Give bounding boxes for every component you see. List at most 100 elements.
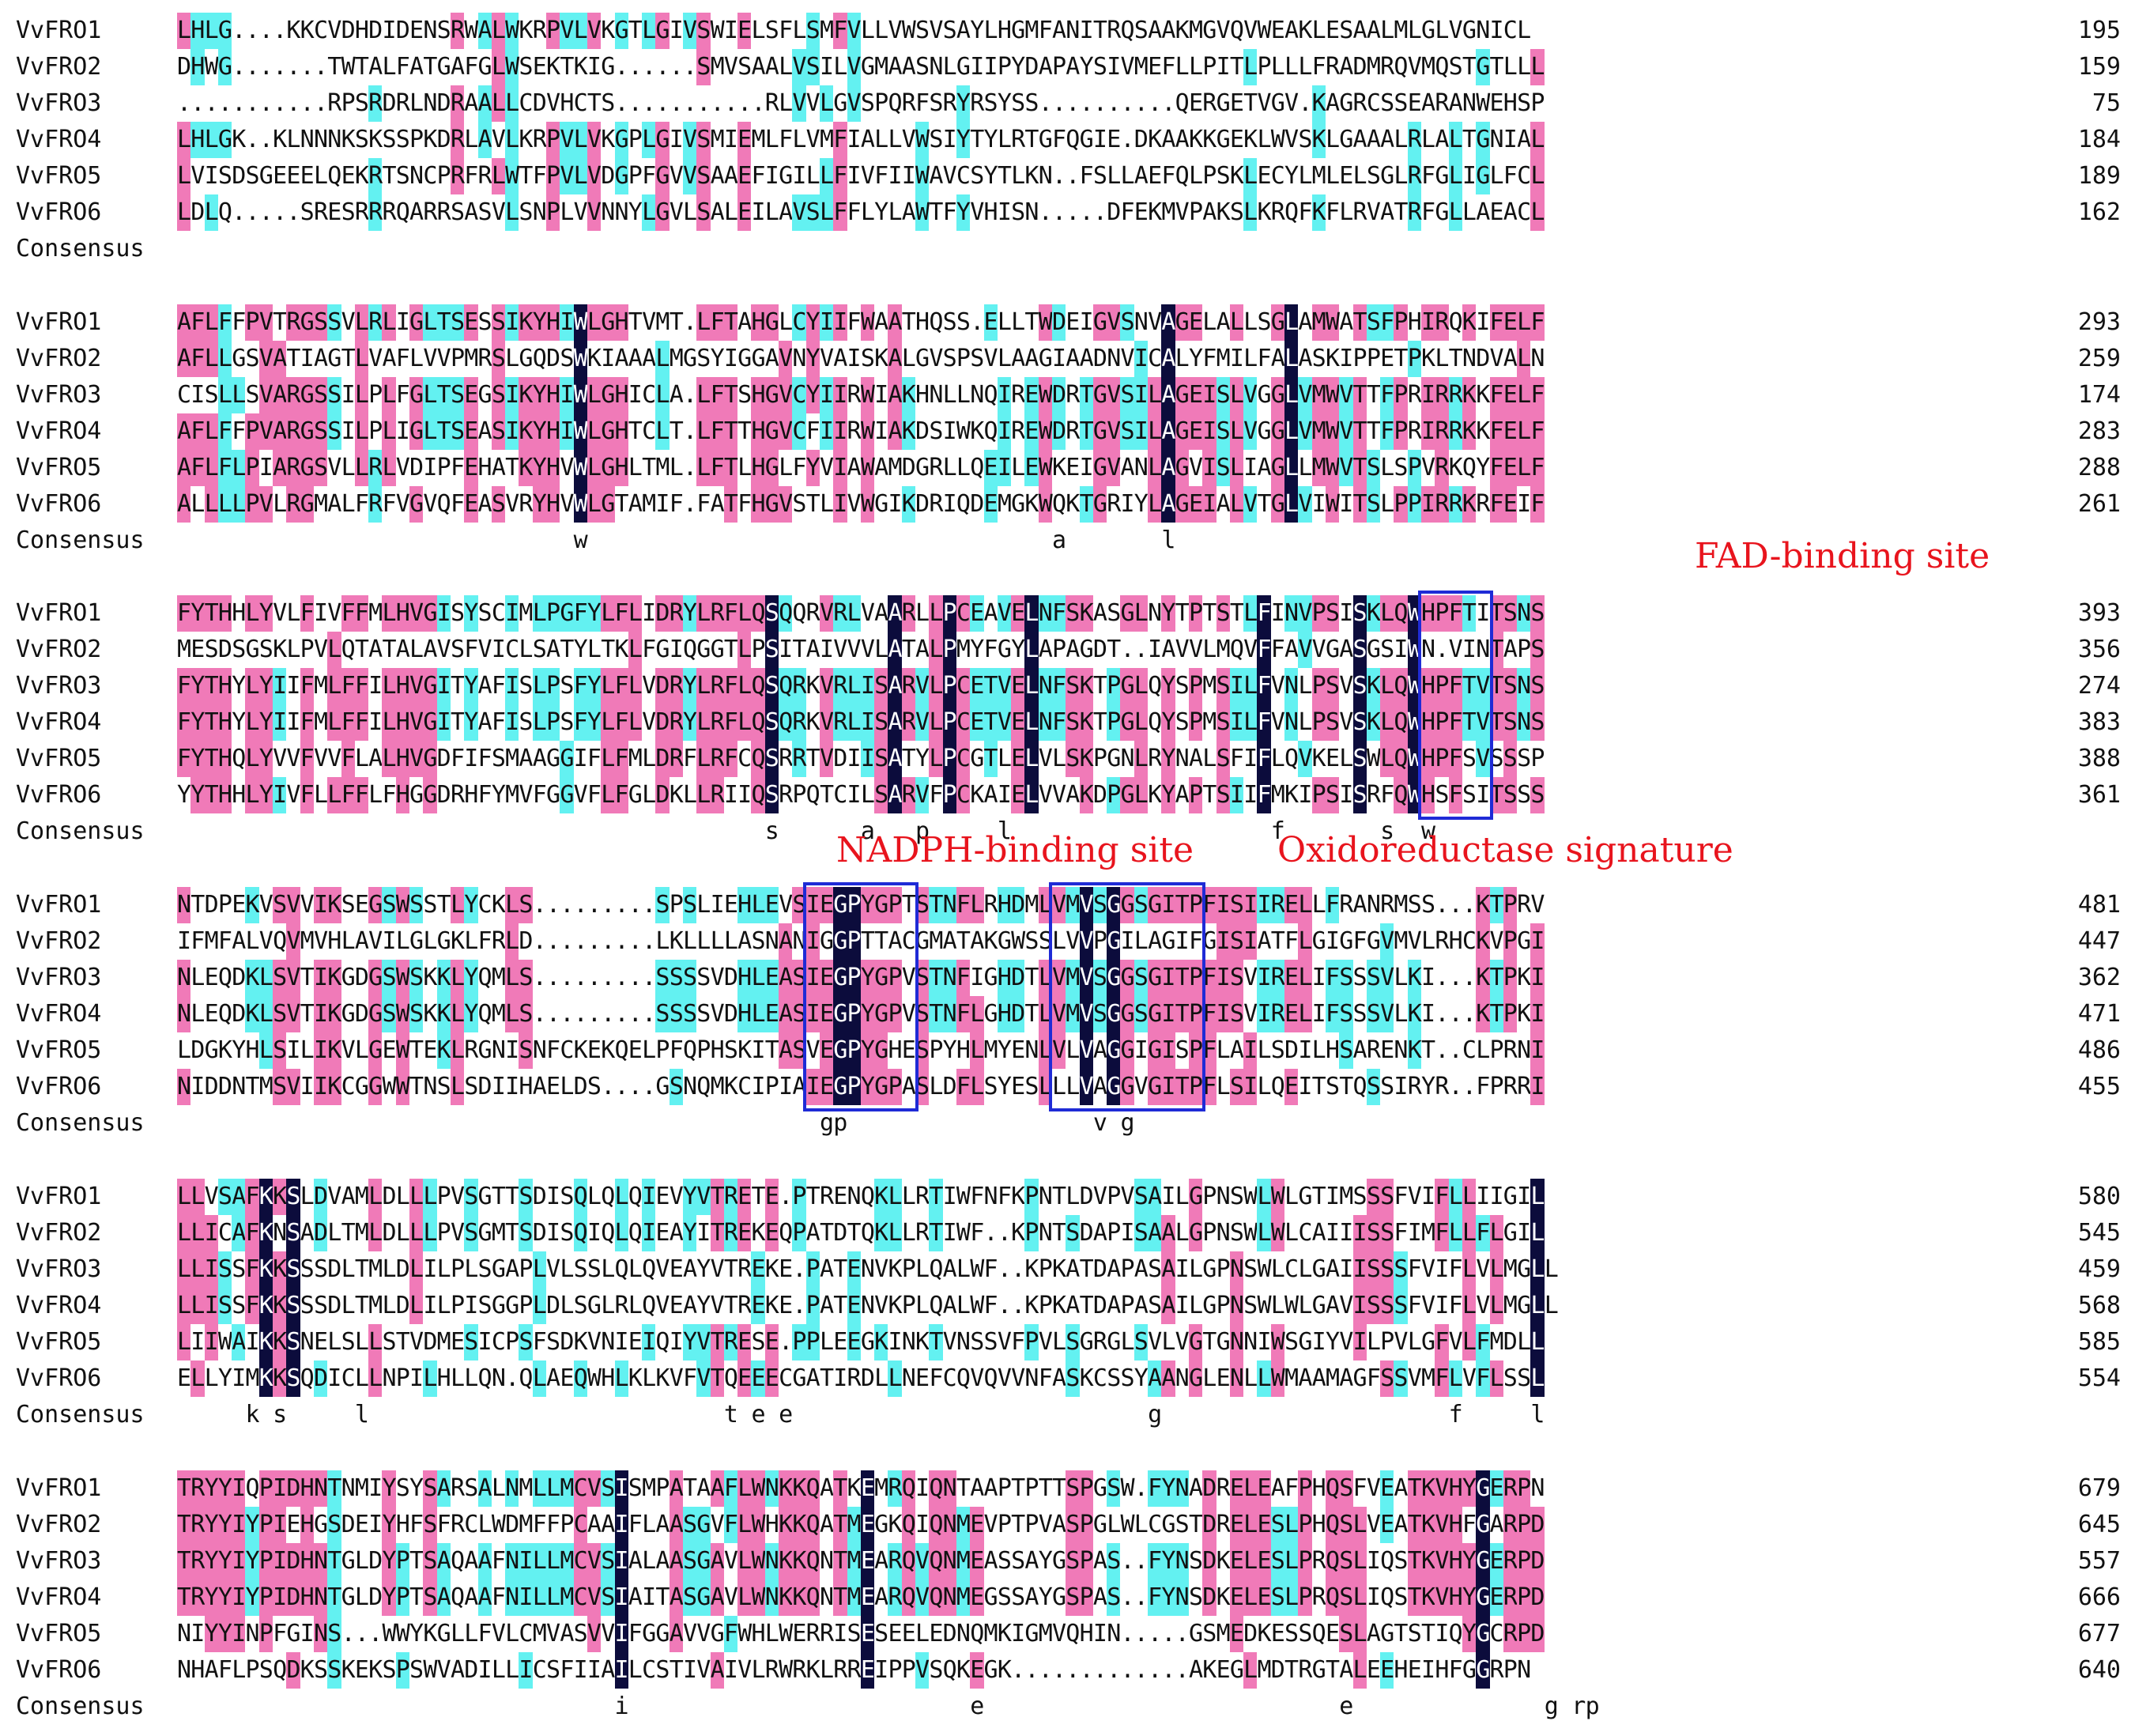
residue: A bbox=[819, 1511, 835, 1538]
residue: W bbox=[860, 486, 875, 523]
residue: P bbox=[1503, 887, 1518, 923]
residue: F bbox=[532, 781, 547, 809]
residue: G bbox=[436, 927, 451, 955]
residue: S bbox=[737, 381, 753, 409]
residue: F bbox=[956, 960, 971, 996]
sequence-name: VvFRO2 bbox=[16, 1511, 102, 1538]
residue: E bbox=[1216, 1656, 1231, 1684]
residue: R bbox=[477, 345, 492, 372]
residue: L bbox=[1462, 1215, 1477, 1251]
residue: A bbox=[409, 198, 424, 226]
residue: I bbox=[258, 454, 273, 481]
residue: R bbox=[450, 1474, 465, 1502]
residue: P bbox=[1202, 53, 1217, 81]
residue: R bbox=[395, 89, 410, 117]
consensus-residue bbox=[478, 1689, 492, 1725]
residue: S bbox=[519, 198, 534, 226]
residue: . bbox=[779, 1328, 794, 1356]
residue: . bbox=[1435, 1036, 1450, 1064]
residue: V bbox=[1175, 636, 1190, 663]
residue: E bbox=[464, 413, 478, 450]
residue: . bbox=[1134, 1474, 1149, 1502]
residue: . bbox=[792, 1255, 807, 1283]
residue: I bbox=[1257, 1328, 1272, 1356]
residue: V bbox=[997, 668, 1012, 704]
consensus-residue bbox=[396, 813, 409, 850]
residue: Y bbox=[464, 996, 478, 1032]
consensus-residue bbox=[533, 523, 546, 559]
residue: A bbox=[477, 708, 492, 736]
residue: G bbox=[1148, 960, 1162, 996]
residue: D bbox=[915, 417, 930, 445]
residue: K bbox=[1024, 490, 1039, 518]
residue: I bbox=[1517, 1183, 1532, 1210]
residue: C bbox=[573, 89, 588, 117]
residue: L bbox=[258, 1032, 273, 1069]
residue: K bbox=[1311, 122, 1326, 158]
residue: T bbox=[929, 1179, 943, 1215]
residue: I bbox=[888, 490, 903, 518]
residue: I bbox=[273, 1579, 287, 1616]
residue: P bbox=[450, 345, 465, 372]
residue: K bbox=[888, 1255, 903, 1283]
residue: W bbox=[1038, 486, 1053, 523]
residue: L bbox=[1107, 162, 1122, 190]
residue: . bbox=[997, 1292, 1012, 1319]
residue: P bbox=[1024, 1215, 1039, 1251]
residue: F bbox=[805, 417, 820, 445]
residue: T bbox=[177, 1543, 191, 1579]
residue: L bbox=[587, 413, 602, 450]
residue: E bbox=[1407, 89, 1422, 117]
residue: Y bbox=[1161, 777, 1175, 813]
residue: M bbox=[1038, 1620, 1053, 1647]
residue: A bbox=[505, 1255, 520, 1283]
residue: E bbox=[1066, 454, 1081, 481]
residue: G bbox=[491, 1255, 506, 1283]
residue: G bbox=[300, 304, 315, 341]
residue: I bbox=[1229, 704, 1244, 741]
residue: D bbox=[354, 964, 369, 991]
residue: H bbox=[614, 450, 629, 486]
residue: N bbox=[1216, 1219, 1231, 1247]
residue: C bbox=[423, 162, 438, 190]
residue: C bbox=[956, 704, 971, 741]
residue: G bbox=[710, 636, 725, 663]
residue: . bbox=[1161, 1656, 1176, 1684]
residue: R bbox=[1298, 1656, 1313, 1684]
residue: L bbox=[1311, 17, 1326, 44]
residue: G bbox=[1517, 1255, 1532, 1283]
residue: W bbox=[1325, 450, 1340, 486]
residue: G bbox=[587, 1292, 602, 1319]
residue: M bbox=[983, 1036, 998, 1064]
consensus-residue bbox=[1530, 1689, 1544, 1725]
residue: P bbox=[245, 304, 260, 341]
residue: A bbox=[1092, 1583, 1107, 1611]
consensus-residue bbox=[820, 231, 833, 267]
residue: W bbox=[1038, 413, 1053, 450]
residue: V bbox=[669, 1364, 684, 1392]
residue: G bbox=[764, 377, 779, 413]
consensus-residue bbox=[1216, 523, 1230, 559]
residue: V bbox=[874, 1292, 889, 1319]
residue: G bbox=[655, 158, 670, 194]
residue: Q bbox=[901, 1543, 916, 1579]
residue: E bbox=[915, 1364, 930, 1392]
residue: T bbox=[1407, 1507, 1422, 1543]
residue: I bbox=[232, 1543, 246, 1579]
residue: T bbox=[833, 1543, 847, 1579]
residue: E bbox=[1011, 741, 1025, 777]
consensus-residue bbox=[409, 231, 423, 267]
residue: W bbox=[915, 194, 930, 231]
residue: N bbox=[1038, 595, 1053, 632]
residue: Y bbox=[860, 1032, 875, 1069]
consensus-residue bbox=[574, 1397, 587, 1433]
residue: . bbox=[273, 198, 288, 226]
residue: A bbox=[1092, 1219, 1107, 1247]
consensus-residue bbox=[451, 1397, 464, 1433]
residue: . bbox=[642, 927, 657, 955]
residue: I bbox=[505, 1073, 520, 1100]
residue: . bbox=[1148, 1620, 1163, 1647]
